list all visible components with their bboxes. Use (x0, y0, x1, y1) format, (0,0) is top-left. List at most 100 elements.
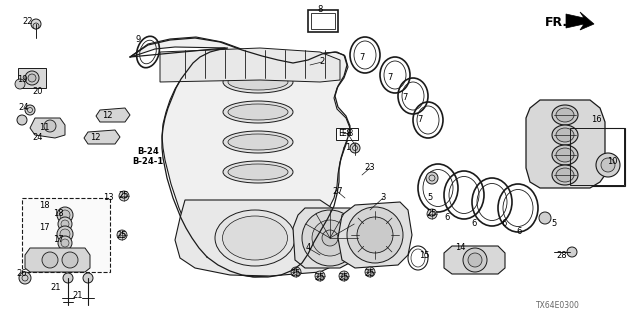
Ellipse shape (552, 105, 578, 125)
Circle shape (25, 105, 35, 115)
Circle shape (357, 217, 393, 253)
Text: 5: 5 (552, 220, 557, 228)
Text: 27: 27 (333, 188, 343, 196)
Text: 14: 14 (455, 244, 465, 252)
Ellipse shape (223, 216, 287, 260)
Text: 6: 6 (444, 213, 450, 222)
Text: 7: 7 (417, 116, 422, 124)
Circle shape (119, 191, 129, 201)
Bar (311, 13, 335, 29)
Circle shape (596, 153, 620, 177)
Bar (308, 10, 338, 32)
Polygon shape (25, 248, 90, 272)
Circle shape (339, 271, 349, 281)
Polygon shape (338, 202, 412, 268)
Circle shape (60, 210, 70, 220)
Circle shape (567, 247, 577, 257)
Ellipse shape (228, 134, 288, 150)
Text: 28: 28 (557, 251, 567, 260)
Text: 17: 17 (52, 236, 63, 244)
Circle shape (315, 271, 325, 281)
Text: 20: 20 (33, 87, 44, 97)
Circle shape (365, 267, 375, 277)
Text: 13: 13 (102, 194, 113, 203)
Text: 25: 25 (365, 269, 375, 278)
Text: B-24: B-24 (137, 148, 159, 156)
Text: 25: 25 (119, 191, 129, 201)
Polygon shape (293, 208, 360, 268)
Text: FR.: FR. (545, 15, 568, 28)
Text: 3: 3 (380, 194, 386, 203)
Ellipse shape (228, 104, 288, 120)
Circle shape (302, 210, 358, 266)
Polygon shape (526, 100, 605, 188)
Ellipse shape (552, 125, 578, 145)
Text: 4: 4 (305, 244, 310, 252)
Text: 19: 19 (17, 76, 28, 84)
Circle shape (25, 71, 39, 85)
Polygon shape (566, 12, 594, 30)
Text: 24: 24 (33, 133, 44, 142)
Circle shape (117, 230, 127, 240)
Circle shape (468, 253, 482, 267)
Text: E-8: E-8 (338, 130, 352, 139)
Text: 24: 24 (19, 103, 29, 113)
Ellipse shape (215, 210, 295, 266)
Ellipse shape (556, 148, 574, 162)
Text: 5: 5 (428, 193, 433, 202)
Text: 18: 18 (52, 210, 63, 219)
Text: 7: 7 (387, 74, 393, 83)
Text: 23: 23 (365, 164, 375, 172)
Text: 2: 2 (319, 58, 324, 67)
Text: 12: 12 (90, 133, 100, 142)
Text: 22: 22 (23, 18, 33, 27)
Text: 8: 8 (317, 5, 323, 14)
Text: 18: 18 (38, 201, 49, 210)
Text: 6: 6 (471, 220, 477, 228)
Circle shape (28, 74, 36, 82)
Ellipse shape (228, 164, 288, 180)
Ellipse shape (552, 145, 578, 165)
Polygon shape (160, 48, 340, 82)
Circle shape (61, 220, 69, 228)
Text: 25: 25 (315, 274, 325, 283)
Text: 25: 25 (427, 210, 437, 219)
Circle shape (33, 23, 39, 29)
Circle shape (58, 236, 72, 250)
Ellipse shape (556, 108, 574, 122)
Circle shape (31, 19, 41, 29)
Bar (336, 128, 358, 140)
Bar (565, 128, 625, 186)
Polygon shape (130, 37, 350, 277)
Circle shape (61, 239, 69, 247)
Circle shape (601, 158, 615, 172)
Circle shape (42, 252, 58, 268)
Circle shape (62, 252, 78, 268)
Text: 7: 7 (403, 93, 408, 102)
Polygon shape (175, 200, 335, 276)
Text: TX64E0300: TX64E0300 (536, 300, 580, 309)
Text: 21: 21 (73, 291, 83, 300)
Bar (22, 198, 110, 272)
Polygon shape (96, 108, 130, 122)
Ellipse shape (552, 165, 578, 185)
Text: 25: 25 (339, 274, 349, 283)
Circle shape (427, 209, 437, 219)
Circle shape (83, 273, 93, 283)
Text: 16: 16 (591, 116, 602, 124)
Text: 1: 1 (346, 143, 351, 153)
Polygon shape (444, 246, 505, 274)
Circle shape (60, 229, 70, 239)
Text: 7: 7 (359, 53, 365, 62)
Circle shape (57, 226, 73, 242)
Text: 10: 10 (607, 157, 617, 166)
Text: E-8: E-8 (341, 130, 353, 139)
Circle shape (17, 115, 27, 125)
Text: 21: 21 (51, 284, 61, 292)
Circle shape (322, 230, 338, 246)
Text: B-24-1: B-24-1 (132, 157, 164, 166)
Circle shape (312, 220, 348, 256)
Circle shape (15, 79, 25, 89)
Text: 15: 15 (419, 252, 429, 260)
Circle shape (426, 172, 438, 184)
